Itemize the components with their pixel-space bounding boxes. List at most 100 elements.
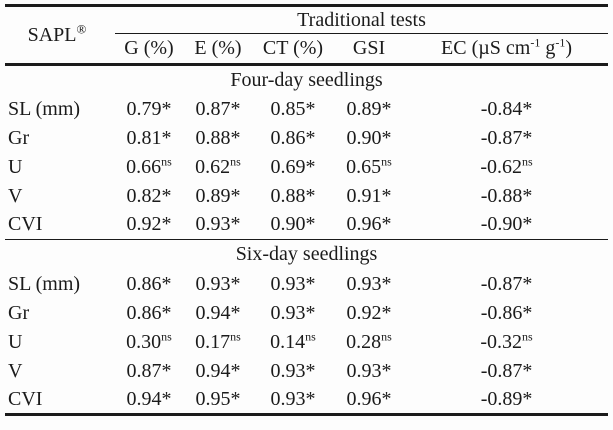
row-label: SL (mm) [8,97,81,120]
table-row: SL (mm) 0.79* 0.87* 0.85* 0.89* -0.84* [5,95,608,124]
value-cell: 0.92* [346,301,392,324]
ec-exponent-1: -1 [530,35,541,50]
value-cell: 0.81* [126,126,172,149]
value-cell: 0.93* [270,359,316,382]
table-row: U 0.30ns 0.17ns 0.14ns 0.28ns -0.32ns [5,328,608,357]
value-cell: 0.87* [195,97,241,120]
table-row: V 0.82* 0.89* 0.88* 0.91* -0.88* [5,182,608,211]
value-cell: 0.96* [346,387,392,410]
value-cell: 0.28ns [346,328,392,353]
ns-superscript: ns [161,153,172,168]
value-cell: 0.14ns [270,328,316,353]
value-cell: 0.91* [346,184,392,207]
row-label: V [8,184,23,207]
value-cell: 0.94* [126,387,172,410]
value-cell: 0.88* [195,126,241,149]
ns-superscript: ns [381,153,392,168]
group-header-row: SAPL® Traditional tests [5,5,609,46]
value-cell: 0.30ns [126,328,172,353]
value-cell: 0.89* [195,184,241,207]
row-label: Gr [8,126,30,149]
value-cell: 0.93* [270,301,316,324]
ec-unit-suffix: ) [565,37,572,59]
value-cell: -0.62ns [480,153,533,178]
value-cell: 0.93* [270,272,316,295]
ns-superscript: ns [522,328,533,343]
value-cell: 0.93* [270,387,316,410]
value-cell: -0.32ns [480,328,533,353]
ns-superscript: ns [522,153,533,168]
section-title-row: Six-day seedlings [5,240,608,270]
value-cell: -0.87* [480,272,533,295]
col-header-g: G (%) [124,37,174,59]
registered-trademark-symbol: ® [76,20,87,36]
col-header-gsi: GSI [352,37,386,59]
value-cell: -0.87* [480,126,533,149]
value-cell: 0.94* [195,359,241,382]
table-row: CVI 0.94* 0.95* 0.93* 0.96* -0.89* [5,386,608,415]
ns-superscript: ns [161,328,172,343]
value-cell: 0.93* [346,359,392,382]
col-header-ec: EC (µS cm-1 g-1) [405,34,608,65]
sapl-label: SAPL [27,23,77,46]
section-six-day: Six-day seedlings SL (mm) 0.86* 0.93* 0.93*… [5,239,609,415]
table-row: CVI 0.92* 0.93* 0.90* 0.96* -0.90* [5,211,608,240]
value-cell: -0.86* [480,301,533,324]
table-row: SL (mm) 0.86* 0.93* 0.93* 0.93* -0.87* [5,270,608,299]
row-label: SL (mm) [8,272,81,295]
value-cell: 0.86* [270,126,316,149]
value-cell: 0.93* [195,272,241,295]
value-cell: 0.93* [346,272,392,295]
ns-superscript: ns [230,153,241,168]
value-cell: 0.62ns [195,153,241,178]
ec-unit-mid: g [540,37,556,59]
row-label: U [8,155,23,178]
row-label: CVI [8,213,43,236]
section-title-row: Four-day seedlings [5,65,608,95]
table-row: U 0.66ns 0.62ns 0.69* 0.65ns -0.62ns [5,153,608,182]
table-header: SAPL® Traditional tests G (%) E (%) CT (… [5,5,609,65]
group-header-traditional-tests: Traditional tests [115,5,609,34]
corner-header-sapl: SAPL® [5,6,115,65]
col-header-ct: CT (%) [262,37,324,59]
section-title-four-day: Four-day seedlings [230,68,383,91]
value-cell: 0.96* [346,213,392,236]
ns-superscript: ns [381,328,392,343]
value-cell: 0.94* [195,301,241,324]
row-label: U [8,330,23,353]
value-cell: 0.79* [126,97,172,120]
ns-superscript: ns [230,328,241,343]
value-cell: 0.86* [126,272,172,295]
row-label: V [8,359,23,382]
value-cell: 0.86* [126,301,172,324]
value-cell: 0.85* [270,97,316,120]
value-cell: -0.89* [480,387,533,410]
col-header-e: E (%) [194,37,242,59]
ns-superscript: ns [305,328,316,343]
row-label: Gr [8,301,30,324]
row-label: CVI [8,387,43,410]
ec-unit-prefix: EC (µS cm [441,37,531,59]
value-cell: 0.95* [195,387,241,410]
value-cell: -0.88* [480,184,533,207]
value-cell: 0.66ns [126,153,172,178]
value-cell: 0.69* [270,155,316,178]
section-title-six-day: Six-day seedlings [235,243,378,266]
value-cell: 0.87* [126,359,172,382]
value-cell: -0.84* [480,97,533,120]
ec-exponent-2: -1 [555,35,566,50]
value-cell: 0.89* [346,97,392,120]
value-cell: 0.88* [270,184,316,207]
value-cell: 0.90* [270,213,316,236]
section-four-day: Four-day seedlings SL (mm) 0.79* 0.87* 0.85… [5,65,608,240]
table-row: V 0.87* 0.94* 0.93* 0.93* -0.87* [5,357,608,386]
value-cell: -0.90* [480,213,533,236]
value-cell: -0.87* [480,359,533,382]
value-cell: 0.82* [126,184,172,207]
table-row: Gr 0.86* 0.94* 0.93* 0.92* -0.86* [5,299,608,328]
correlation-table: SAPL® Traditional tests G (%) E (%) CT (… [5,4,609,416]
table-row: Gr 0.81* 0.88* 0.86* 0.90* -0.87* [5,124,608,153]
value-cell: 0.65ns [346,153,392,178]
column-header-row: G (%) E (%) CT (%) GSI EC (µS cm-1 g-1) [5,34,608,65]
value-cell: 0.17ns [195,328,241,353]
